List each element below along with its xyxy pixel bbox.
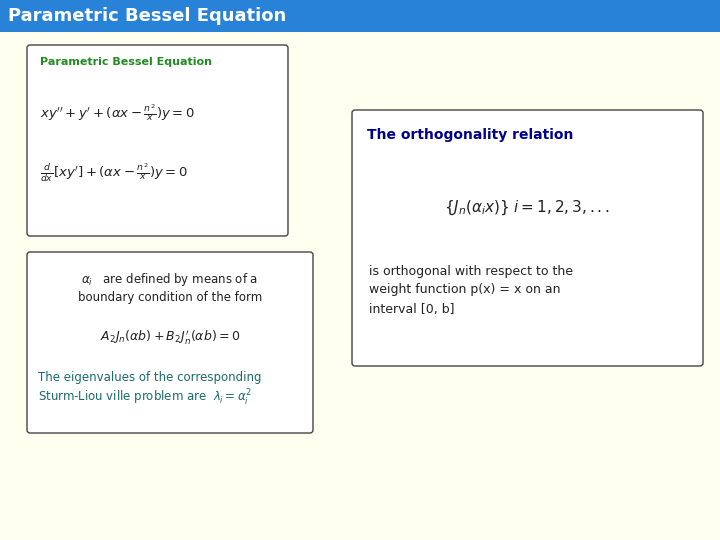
Text: The orthogonality relation: The orthogonality relation: [367, 128, 573, 142]
Text: $\frac{d}{dx}[xy']+(\alpha x-\frac{n^2}{x})y=0$: $\frac{d}{dx}[xy']+(\alpha x-\frac{n^2}{…: [40, 161, 188, 185]
FancyBboxPatch shape: [27, 252, 313, 433]
FancyBboxPatch shape: [0, 0, 720, 32]
Text: boundary condition of the form: boundary condition of the form: [78, 292, 262, 305]
Text: $A_2J_n(\alpha b)+B_2J_n'(\alpha b)=0$: $A_2J_n(\alpha b)+B_2J_n'(\alpha b)=0$: [100, 328, 240, 346]
FancyBboxPatch shape: [352, 110, 703, 366]
Text: $\{J_n(\alpha_i x)\}\; i=1,2,3,...$: $\{J_n(\alpha_i x)\}\; i=1,2,3,...$: [444, 199, 611, 217]
Text: $xy''+y'+(\alpha x-\frac{n^2}{x})y=0$: $xy''+y'+(\alpha x-\frac{n^2}{x})y=0$: [40, 103, 195, 124]
Text: $\alpha_i$   are defined by means of a: $\alpha_i$ are defined by means of a: [81, 272, 258, 288]
Text: The eigenvalues of the corresponding: The eigenvalues of the corresponding: [38, 370, 261, 383]
Text: weight function p(x) = x on an: weight function p(x) = x on an: [369, 284, 560, 296]
Text: is orthogonal with respect to the: is orthogonal with respect to the: [369, 265, 573, 278]
Text: Parametric Bessel Equation: Parametric Bessel Equation: [40, 57, 212, 67]
FancyBboxPatch shape: [27, 45, 288, 236]
Text: interval [0, b]: interval [0, b]: [369, 302, 454, 315]
Text: Sturm-Liou ville problem are  $\lambda_i=\alpha_i^2$: Sturm-Liou ville problem are $\lambda_i=…: [38, 388, 252, 408]
Text: Parametric Bessel Equation: Parametric Bessel Equation: [8, 7, 287, 25]
